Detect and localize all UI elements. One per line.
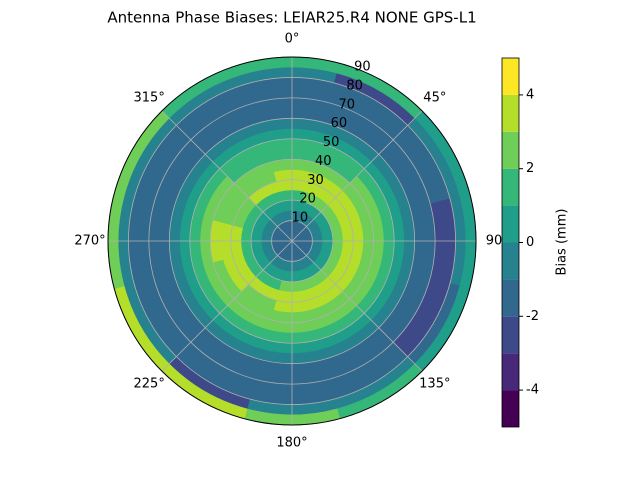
colorbar-tick-label: 2 (526, 161, 534, 176)
a-tick-label: 90 (486, 234, 503, 249)
a-tick-label: 135° (419, 376, 450, 391)
colorbar-band (502, 168, 519, 206)
colorbar-band (502, 316, 519, 354)
colorbar-band (502, 58, 519, 95)
a-tick-label: 45° (423, 91, 446, 106)
grid-spoke (291, 240, 423, 372)
r-tick-label: 80 (346, 78, 363, 93)
a-tick-label: 270° (74, 234, 105, 249)
r-tick-label: 90 (354, 60, 371, 75)
r-tick-label: 40 (315, 154, 332, 169)
colorbar-band (502, 279, 519, 317)
colorbar-band (502, 390, 519, 427)
grid-spoke (291, 110, 423, 242)
chart-title: Antenna Phase Biases: LEIAR25.R4 NONE GP… (107, 9, 476, 27)
colorbar-band (502, 131, 519, 169)
a-tick-label: 315° (134, 91, 165, 106)
a-tick-label: 225° (134, 376, 165, 391)
colorbar-band (502, 94, 519, 132)
grid-spoke (161, 240, 293, 372)
colorbar-band (502, 205, 519, 243)
colorbar-tick-label: -4 (526, 383, 539, 398)
r-tick-label: 20 (299, 192, 316, 207)
a-tick-label: 0° (285, 32, 300, 47)
grid-spoke (161, 110, 293, 242)
r-tick-label: 50 (323, 135, 340, 150)
r-tick-label: 70 (338, 97, 355, 112)
r-tick-label: 30 (307, 173, 324, 188)
colorbar-band (502, 353, 519, 391)
r-tick-label: 10 (292, 211, 309, 226)
colorbar-tick-label: -2 (526, 309, 539, 324)
polar-frame (107, 56, 477, 426)
colorbar-tick-label: 0 (526, 235, 534, 250)
colorbar-label: Bias (mm) (555, 209, 570, 276)
colorbar-tick-label: 4 (526, 87, 534, 102)
r-tick-label: 60 (331, 116, 348, 131)
a-tick-label: 180° (276, 436, 307, 451)
colorbar-band (502, 242, 519, 280)
